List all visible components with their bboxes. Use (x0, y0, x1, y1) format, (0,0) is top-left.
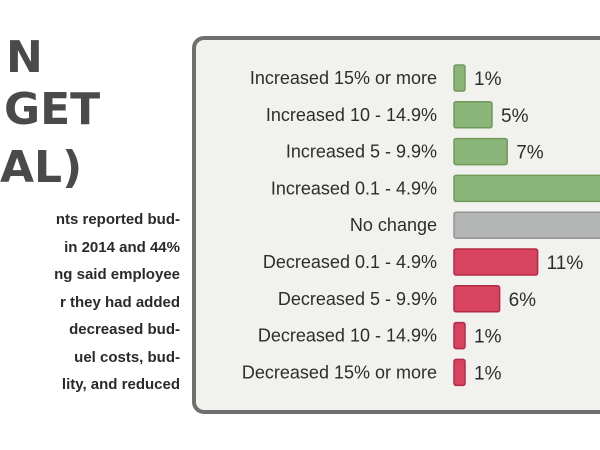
headline-line-2: GET (4, 84, 101, 135)
body-line: in 2014 and 44% (64, 238, 180, 256)
bar-increased (453, 137, 508, 166)
body-line: nts reported bud- (55, 211, 180, 228)
body-line: r they had added (59, 293, 180, 311)
value-label: 11% (547, 253, 584, 274)
body-line: uel costs, bud- (74, 348, 180, 366)
bar-increased (453, 64, 466, 92)
category-label: Decreased 10 - 14.9% (258, 326, 437, 346)
category-label: Increased 0.1 - 4.9% (271, 178, 437, 198)
value-label: 6% (509, 290, 537, 311)
bar-increased (453, 174, 600, 203)
body-line: decreased bud- (69, 321, 180, 338)
body-line: ng said employee (54, 266, 180, 283)
body-line: lity, and reduced (61, 376, 180, 393)
bar-increased (453, 101, 493, 129)
bar-decreased (453, 285, 501, 313)
category-label: Decreased 15% or more (242, 362, 437, 382)
category-label: Increased 10 - 14.9% (266, 105, 437, 125)
headline-line-3: AL) (0, 142, 83, 193)
bar-no-change (453, 211, 600, 239)
category-label: No change (350, 215, 437, 235)
category-label: Increased 15% or more (250, 68, 437, 88)
category-label: Increased 5 - 9.9% (286, 142, 437, 162)
body-paragraph: nts reported bud- in 2014 and 44% ng sai… (0, 206, 180, 399)
headline-line-1: N (6, 32, 43, 83)
bar-decreased (453, 358, 466, 387)
bar-decreased (453, 248, 539, 276)
category-label: Decreased 0.1 - 4.9% (263, 252, 437, 272)
value-label: 1% (474, 363, 502, 384)
value-label: 7% (516, 143, 544, 164)
value-label: 5% (501, 106, 529, 127)
value-label: 1% (474, 69, 502, 90)
category-label: Decreased 5 - 9.9% (278, 289, 437, 309)
value-label: 1% (474, 327, 502, 348)
bar-decreased (453, 321, 466, 350)
